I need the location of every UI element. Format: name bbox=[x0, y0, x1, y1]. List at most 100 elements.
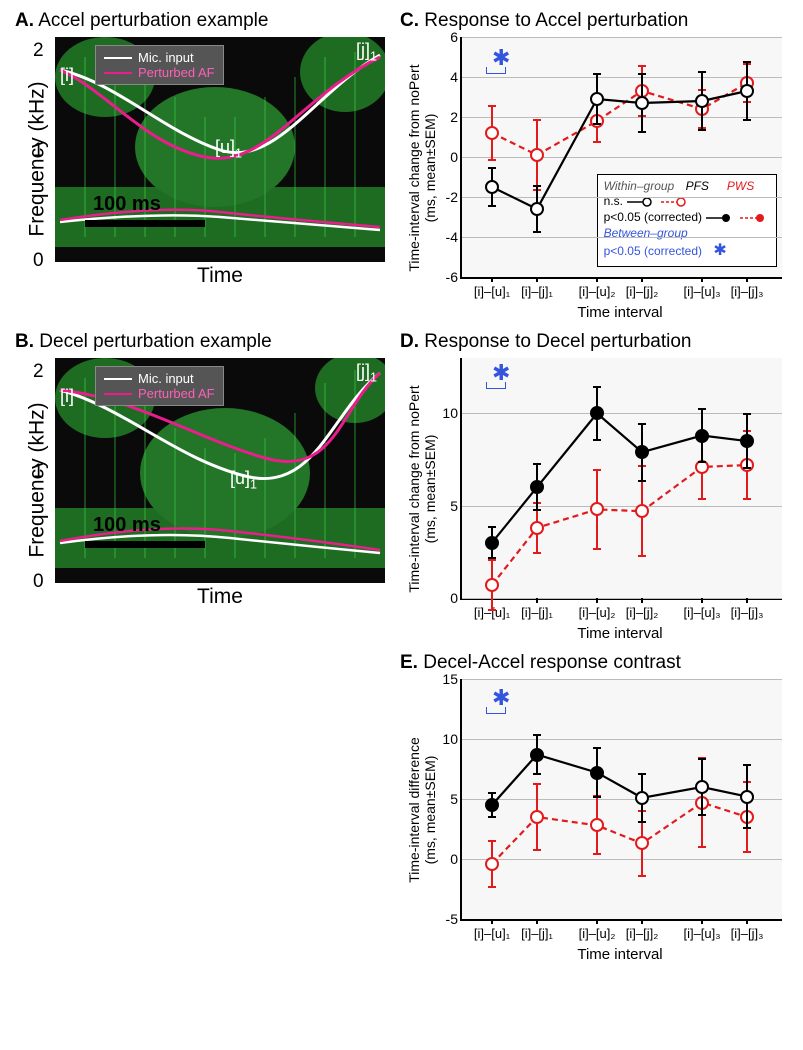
chart-C-xlabel: Time interval bbox=[460, 304, 780, 321]
xtick: [i]–[j]₃ bbox=[731, 926, 764, 941]
data-point bbox=[635, 791, 649, 805]
panel-E-title: E. Decel-Accel response contrast bbox=[400, 652, 795, 674]
data-point bbox=[485, 798, 499, 812]
ytick: 5 bbox=[434, 791, 458, 807]
chart-C: Time-interval change from noPert(ms, mea… bbox=[460, 37, 782, 279]
panel-B-title: B. Decel perturbation example bbox=[15, 331, 380, 353]
chart-lines bbox=[462, 679, 782, 919]
data-point bbox=[695, 780, 709, 794]
xtick: [i]–[u]₂ bbox=[579, 605, 616, 620]
xtick: [i]–[j]₁ bbox=[521, 605, 553, 620]
ytick: 2 bbox=[33, 361, 44, 383]
data-point bbox=[485, 126, 499, 140]
ytick: 1 bbox=[33, 140, 44, 162]
xtick: [i]–[j]₂ bbox=[626, 926, 659, 941]
xtick: [i]–[j]₁ bbox=[521, 926, 553, 941]
xtick: [i]–[j]₁ bbox=[521, 284, 553, 299]
data-point bbox=[635, 96, 649, 110]
annot-u: [u]1 bbox=[230, 468, 257, 492]
ytick: 0 bbox=[33, 571, 44, 593]
xtick: [i]–[j]₂ bbox=[626, 284, 659, 299]
data-point bbox=[590, 92, 604, 106]
gridline bbox=[462, 598, 782, 599]
scalebar-label: 100 ms bbox=[93, 193, 161, 216]
data-point bbox=[485, 578, 499, 592]
data-point bbox=[740, 434, 754, 448]
annot-j: [j]1 bbox=[356, 361, 377, 385]
chart-D-xlabel: Time interval bbox=[460, 625, 780, 642]
data-point bbox=[695, 94, 709, 108]
scalebar bbox=[85, 220, 205, 227]
data-point bbox=[695, 429, 709, 443]
chart-E: Time-interval difference(ms, mean±SEM) ✱… bbox=[460, 679, 782, 921]
data-point bbox=[485, 857, 499, 871]
data-point bbox=[740, 790, 754, 804]
ytick: 10 bbox=[434, 731, 458, 747]
xtick: [i]–[u]₂ bbox=[579, 926, 616, 941]
ytick: 2 bbox=[33, 40, 44, 62]
panel-C: C. Response to Accel perturbation Time-i… bbox=[395, 10, 795, 321]
ytick: -6 bbox=[434, 269, 458, 285]
panel-D: D. Response to Decel perturbation Time-i… bbox=[395, 331, 795, 642]
ytick: 5 bbox=[434, 498, 458, 514]
ytick: 10 bbox=[434, 405, 458, 421]
data-point bbox=[590, 406, 604, 420]
annot-i: [i] bbox=[60, 65, 74, 86]
data-point bbox=[530, 521, 544, 535]
data-point bbox=[590, 818, 604, 832]
ytick: 0 bbox=[434, 851, 458, 867]
chart-E-xlabel: Time interval bbox=[460, 946, 780, 963]
ytick: 6 bbox=[434, 29, 458, 45]
data-point bbox=[590, 502, 604, 516]
annot-u: [u]1 bbox=[215, 137, 242, 161]
chart-lines bbox=[462, 37, 782, 277]
xtick: [i]–[u]₃ bbox=[683, 605, 720, 620]
ytick: 0 bbox=[434, 590, 458, 606]
data-point bbox=[485, 180, 499, 194]
annot-i: [i] bbox=[60, 386, 74, 407]
ytick: 4 bbox=[434, 69, 458, 85]
figure-grid: A. Accel perturbation example bbox=[10, 10, 793, 963]
xtick: [i]–[u]₁ bbox=[474, 926, 510, 941]
panel-A-spectrogram: Frequency (kHz) 0 1 2 Mic. input Perturb… bbox=[55, 37, 385, 262]
panel-B-spectrogram: Frequency (kHz) 0 1 2 Mic. input Perturb… bbox=[55, 358, 385, 583]
data-point bbox=[635, 504, 649, 518]
xtick: [i]–[j]₃ bbox=[731, 605, 764, 620]
ytick: 0 bbox=[33, 250, 44, 272]
data-point bbox=[635, 836, 649, 850]
data-point bbox=[530, 480, 544, 494]
ytick: 2 bbox=[434, 109, 458, 125]
ytick: 0 bbox=[434, 149, 458, 165]
xtick: [i]–[j]₂ bbox=[626, 605, 659, 620]
ytick: -5 bbox=[434, 911, 458, 927]
spectro-legend: Mic. input Perturbed AF bbox=[95, 45, 224, 85]
chart-D: Time-interval change from noPert(ms, mea… bbox=[460, 358, 782, 600]
panel-B-xlabel: Time bbox=[55, 585, 385, 609]
scalebar bbox=[85, 541, 205, 548]
data-point bbox=[485, 536, 499, 550]
chart-lines bbox=[462, 358, 782, 598]
scalebar-label: 100 ms bbox=[93, 514, 161, 537]
panel-A-title: A. Accel perturbation example bbox=[15, 10, 380, 32]
xtick: [i]–[u]₂ bbox=[579, 284, 616, 299]
chart-E-ylabel: Time-interval difference(ms, mean±SEM) bbox=[406, 690, 438, 930]
data-point bbox=[530, 748, 544, 762]
panel-C-title: C. Response to Accel perturbation bbox=[400, 10, 795, 32]
xtick: [i]–[j]₃ bbox=[731, 284, 764, 299]
panel-E: E. Decel-Accel response contrast Time-in… bbox=[395, 652, 795, 963]
panel-A-xlabel: Time bbox=[55, 264, 385, 288]
annot-j: [j]1 bbox=[356, 40, 377, 64]
panel-A: A. Accel perturbation example bbox=[10, 10, 380, 321]
ytick: -2 bbox=[434, 189, 458, 205]
data-point bbox=[530, 148, 544, 162]
spectro-legend-B: Mic. input Perturbed AF bbox=[95, 366, 224, 406]
data-point bbox=[530, 810, 544, 824]
ytick: -4 bbox=[434, 229, 458, 245]
xtick: [i]–[u]₁ bbox=[474, 284, 510, 299]
xtick: [i]–[u]₃ bbox=[683, 926, 720, 941]
panel-D-title: D. Response to Decel perturbation bbox=[400, 331, 795, 353]
ytick: 1 bbox=[33, 461, 44, 483]
data-point bbox=[635, 445, 649, 459]
data-point bbox=[530, 202, 544, 216]
data-point bbox=[740, 84, 754, 98]
